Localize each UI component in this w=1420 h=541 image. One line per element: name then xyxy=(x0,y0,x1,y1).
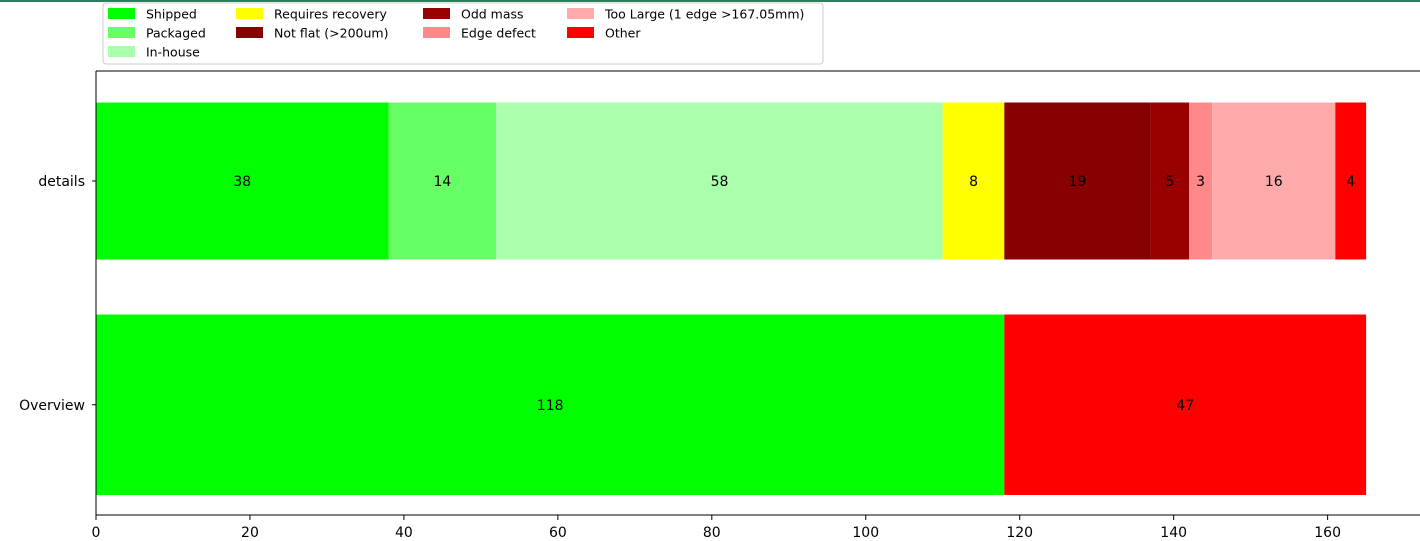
legend-label-4: Not flat (>200um) xyxy=(274,26,388,41)
legend-swatch-0 xyxy=(108,8,135,19)
legend-swatch-5 xyxy=(423,8,450,19)
data-label-details-4: 19 xyxy=(1069,174,1087,190)
data-label-overview-0: 118 xyxy=(537,398,564,414)
data-label-details-1: 14 xyxy=(433,174,451,190)
bar-segment-details-1 xyxy=(388,102,497,260)
data-label-details-7: 16 xyxy=(1265,174,1283,190)
x-tick-label: 100 xyxy=(852,525,879,541)
x-tick-label: 140 xyxy=(1160,525,1187,541)
legend-box xyxy=(102,2,824,65)
legend-label-0: Shipped xyxy=(146,7,197,22)
bar-segment-details-7 xyxy=(1212,102,1336,260)
bar-segment-details-6 xyxy=(1189,102,1213,260)
y-tick-label-details: details xyxy=(38,174,85,190)
x-tick-label: 120 xyxy=(1006,525,1033,541)
top-border-line xyxy=(0,0,1420,2)
legend-label-6: Edge defect xyxy=(461,26,536,41)
bar-segment-overview-8 xyxy=(1004,314,1367,495)
x-tick-label: 80 xyxy=(703,525,721,541)
legend-swatch-6 xyxy=(423,27,450,38)
legend-swatch-8 xyxy=(567,27,594,38)
legend: Shipped Packaged In-house Requires recovery… xyxy=(102,2,824,65)
legend-swatch-2 xyxy=(108,46,135,57)
legend-label-1: Packaged xyxy=(146,26,206,41)
data-label-details-3: 8 xyxy=(969,174,978,190)
bars-layer xyxy=(96,102,1367,495)
data-label-overview-8: 47 xyxy=(1176,398,1194,414)
bar-segment-details-2 xyxy=(496,102,943,260)
y-tick-label-overview: Overview xyxy=(19,398,85,414)
x-tick-label: 60 xyxy=(549,525,567,541)
legend-swatch-7 xyxy=(567,8,594,19)
legend-label-2: In-house xyxy=(146,45,200,60)
bar-segment-overview-0 xyxy=(96,314,1005,495)
data-labels-layer: 38 14 58 8 19 5 3 16 4 118 47 xyxy=(233,174,1355,414)
legend-label-5: Odd mass xyxy=(461,7,524,22)
legend-label-8: Other xyxy=(605,26,641,41)
x-tick-label: 40 xyxy=(395,525,413,541)
bar-segment-details-4 xyxy=(1004,102,1151,260)
axes-layer: details Overview 0 20 40 60 80 100 120 140 160 xyxy=(19,70,1420,541)
x-tick-label: 20 xyxy=(241,525,259,541)
data-label-details-8: 4 xyxy=(1346,174,1355,190)
x-tick-label: 160 xyxy=(1314,525,1341,541)
legend-swatch-3 xyxy=(236,8,263,19)
bar-segment-details-0 xyxy=(96,102,389,260)
bar-segment-details-3 xyxy=(942,102,1005,260)
data-label-details-0: 38 xyxy=(233,174,251,190)
legend-swatch-4 xyxy=(236,27,263,38)
legend-label-3: Requires recovery xyxy=(274,7,387,22)
x-tick-label: 0 xyxy=(92,525,101,541)
data-label-details-2: 58 xyxy=(711,174,729,190)
data-label-details-5: 5 xyxy=(1165,174,1174,190)
bar-segment-details-8 xyxy=(1335,102,1367,260)
data-label-details-6: 3 xyxy=(1196,174,1205,190)
legend-swatch-1 xyxy=(108,27,135,38)
legend-label-7: Too Large (1 edge >167.05mm) xyxy=(604,7,804,22)
bar-segment-details-5 xyxy=(1150,102,1190,260)
